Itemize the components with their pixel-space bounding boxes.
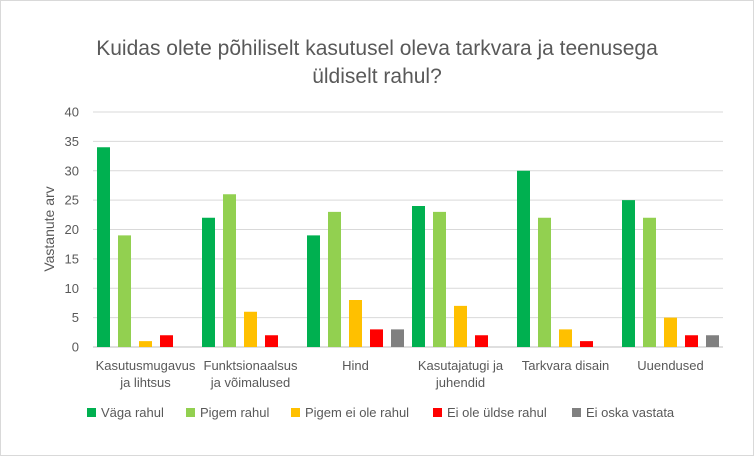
x-category-label: juhendid xyxy=(435,375,485,390)
y-tick-label: 30 xyxy=(65,163,79,178)
x-category-label: Kasutajatugi ja xyxy=(418,358,504,373)
x-category-label: Funktsionaalsus xyxy=(204,358,298,373)
bar xyxy=(685,335,698,347)
y-tick-label: 40 xyxy=(65,105,79,120)
y-axis-label: Vastanute arv xyxy=(41,186,57,271)
y-tick-label: 15 xyxy=(65,251,79,266)
legend-label: Pigem rahul xyxy=(200,405,269,420)
bar xyxy=(517,170,530,347)
bar xyxy=(538,217,551,347)
x-category-label: ja võimalused xyxy=(210,375,291,390)
legend-swatch xyxy=(291,408,300,417)
bar xyxy=(244,311,257,347)
legend-swatch xyxy=(186,408,195,417)
legend-swatch xyxy=(572,408,581,417)
gridlines xyxy=(93,111,723,348)
x-category-label: ja lihtsus xyxy=(119,375,171,390)
legend: Väga rahul Pigem rahul Pigem ei ole rahul E… xyxy=(87,405,675,420)
y-tick-label: 0 xyxy=(72,340,79,355)
bar xyxy=(160,335,173,347)
bar xyxy=(622,200,635,347)
x-category-label: Kasutusmugavus xyxy=(96,358,196,373)
x-category-label: Hind xyxy=(342,358,369,373)
bar xyxy=(118,235,131,347)
bar xyxy=(223,194,236,347)
bar xyxy=(412,206,425,347)
legend-swatch xyxy=(433,408,442,417)
bars xyxy=(97,147,719,347)
bar xyxy=(328,211,341,347)
bar xyxy=(643,217,656,347)
bar xyxy=(139,341,152,347)
chart-title-line: Kuidas olete põhiliselt kasutusel oleva … xyxy=(96,37,658,60)
chart-title-line: üldiselt rahul? xyxy=(312,65,442,88)
bar xyxy=(433,211,446,347)
y-tick-label: 25 xyxy=(65,193,79,208)
y-tick-label: 5 xyxy=(72,310,79,325)
bar xyxy=(559,329,572,347)
bar xyxy=(307,235,320,347)
bar xyxy=(391,329,404,347)
y-tick-label: 10 xyxy=(65,281,79,296)
bar xyxy=(706,335,719,347)
bar xyxy=(454,305,467,347)
x-category-label: Uuendused xyxy=(637,358,704,373)
bar xyxy=(349,300,362,347)
bar xyxy=(664,317,677,347)
bar xyxy=(580,341,593,347)
y-axis-ticks: 0 5 10 15 20 25 30 35 40 xyxy=(65,105,79,355)
legend-label: Pigem ei ole rahul xyxy=(305,405,409,420)
legend-swatch xyxy=(87,408,96,417)
bar xyxy=(370,329,383,347)
legend-label: Ei ole üldse rahul xyxy=(447,405,547,420)
x-category-label: Tarkvara disain xyxy=(522,358,609,373)
x-axis-categories: Kasutusmugavus ja lihtsus Funktsionaalsus j… xyxy=(96,358,704,390)
bar xyxy=(202,217,215,347)
bar xyxy=(97,147,110,347)
legend-label: Väga rahul xyxy=(101,405,164,420)
y-tick-label: 35 xyxy=(65,134,79,149)
bar xyxy=(265,335,278,347)
y-tick-label: 20 xyxy=(65,222,79,237)
chart-title: Kuidas olete põhiliselt kasutusel oleva … xyxy=(96,37,658,88)
legend-label: Ei oska vastata xyxy=(586,405,675,420)
bar xyxy=(475,335,488,347)
